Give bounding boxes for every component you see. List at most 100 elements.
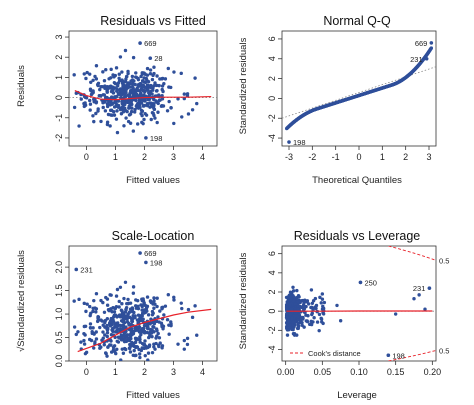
panel4-plot-area: 0.00 0.05 0.10 0.15 0.20 -4 -2 0 2 4 6 250 231 198 Coo… [267,246,449,377]
smooth-line [77,308,212,353]
data-point [195,101,199,106]
data-point [155,74,159,78]
data-point [129,307,133,311]
data-point [160,346,164,350]
data-point [147,335,151,340]
data-point [115,330,119,334]
data-point [169,323,173,328]
data-point [150,350,155,355]
data-point [79,340,83,344]
data-point [132,348,136,353]
data-point [96,316,100,320]
point-annotation-label: 28 [154,54,162,63]
data-point [145,83,150,87]
data-point [131,291,136,295]
data-point [124,87,128,92]
point-annotation-label: 198 [293,138,306,147]
data-point [103,351,108,355]
annotated-point [144,260,148,265]
data-point [91,306,95,310]
data-point [166,293,171,297]
data-point [322,300,327,305]
data-point [114,66,119,70]
data-point [140,346,144,350]
data-point [92,119,96,124]
data-point [133,326,137,330]
data-point [285,315,289,319]
data-point [423,307,427,311]
data-point [119,112,124,116]
data-point [142,117,146,122]
data-point [185,342,190,347]
data-point [116,99,121,103]
data-point [92,298,96,303]
data-point [118,107,123,112]
data-point [338,319,343,323]
panel4-title: Residuals vs Leverage [294,229,421,243]
data-point [146,358,150,361]
data-point [94,77,99,81]
data-point [147,91,151,95]
data-point [114,324,119,328]
y-tick-label: 6 [267,251,277,256]
data-point [115,130,120,135]
data-point [130,340,134,345]
data-point [158,309,162,313]
data-point [182,338,187,343]
data-point [129,109,134,114]
data-point [94,291,99,296]
data-point [186,307,191,312]
data-point [91,78,95,82]
data-point [321,312,326,316]
data-point [118,55,123,59]
y-tick-label: -2 [267,326,277,334]
data-point [115,88,119,93]
data-point [130,82,135,86]
data-point [120,301,124,306]
point-annotation-label: 231 [80,265,93,274]
data-point [156,110,160,114]
data-point [157,336,162,340]
data-point [142,301,146,306]
data-point [314,303,319,308]
y-tick-label: 0 [54,95,64,100]
data-point [103,96,108,100]
data-point [128,350,133,354]
data-point [152,345,156,349]
data-point [99,318,103,322]
data-point [109,319,114,324]
data-point [82,104,87,109]
data-point [288,323,292,327]
point-annotation-label: 198 [150,258,163,267]
data-point [291,320,295,324]
data-point [72,73,76,77]
data-point [309,305,314,309]
data-point [118,323,123,328]
data-point [317,312,322,317]
y-tick-label: 4 [267,56,277,61]
data-point [160,104,164,108]
data-point [150,309,155,314]
data-point [285,333,290,337]
data-point [141,104,146,108]
y-tick-label: 0.0 [54,355,64,368]
plot-clip-group [69,41,217,140]
data-point [82,338,86,343]
data-point [128,121,133,125]
data-point [172,298,176,302]
data-point [135,318,140,322]
data-point [285,307,289,311]
data-point [123,102,127,107]
data-point [105,122,110,127]
panel3-ylabel: √Standardized residuals [16,250,27,352]
data-point [112,310,117,314]
data-point [111,326,115,331]
data-point [298,320,303,325]
annotated-point [144,136,148,140]
annotated-point [386,353,391,358]
data-point [105,317,110,321]
data-point [185,92,190,96]
data-point [88,108,92,112]
x-tick-label: 3 [171,367,176,377]
